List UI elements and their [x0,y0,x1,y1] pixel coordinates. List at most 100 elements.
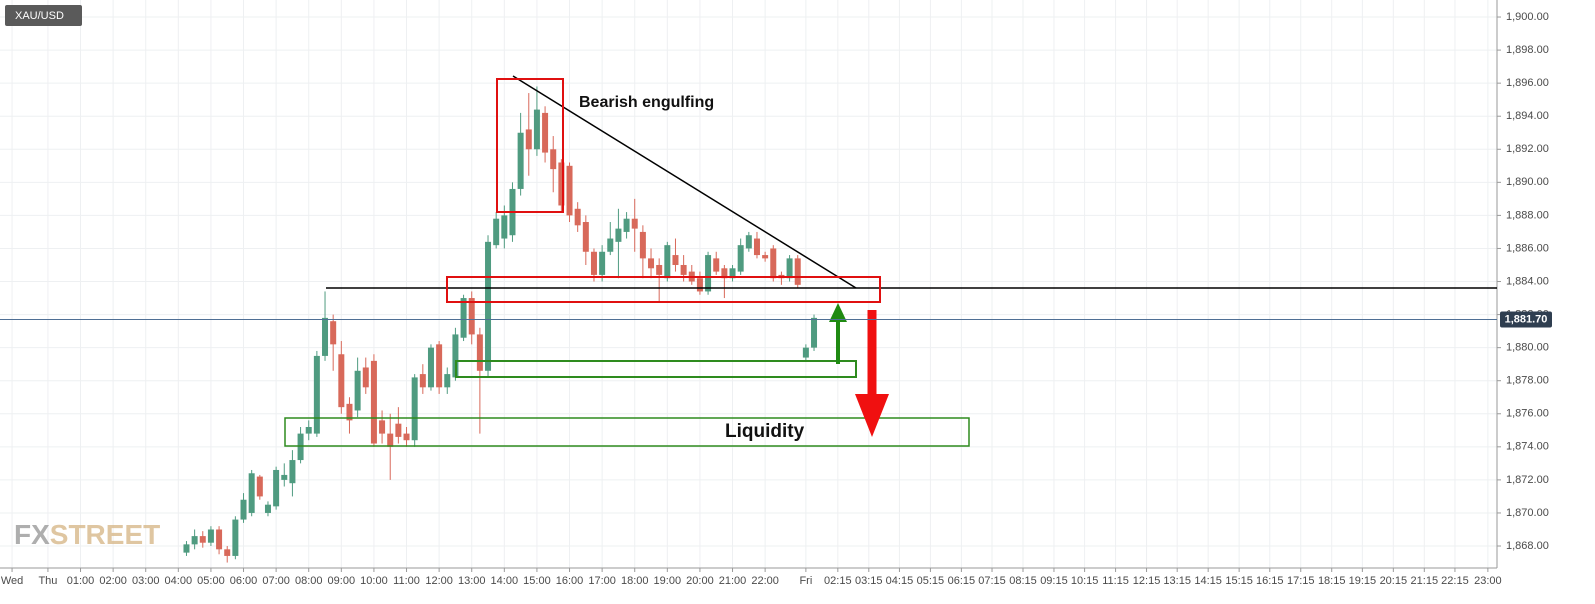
candle-body [753,238,760,256]
candle-body [330,321,337,345]
engulfing-box [496,78,564,213]
candle-body [346,403,353,421]
candle-body [599,251,606,275]
candle-body [370,360,377,444]
candle-body [248,473,255,513]
annotation: Bearish engulfing [579,94,714,111]
candle-body [379,420,386,434]
x-tick-label: 10:15 [1071,575,1099,587]
x-tick-label: 11:15 [1102,575,1129,587]
x-tick-label: 19:15 [1349,575,1377,587]
price-marker: 1,881.70 [0,311,1552,328]
symbol-badge [5,5,82,26]
candle-body [468,298,475,335]
candle-body [240,499,247,520]
candle-body [452,334,459,378]
x-tick-label: 18:15 [1318,575,1346,587]
candle-body [550,149,557,170]
candle-body [501,215,508,239]
candle-body [770,248,777,279]
liquidity-box [284,417,970,447]
candle-body [705,255,712,292]
x-tick-label: 17:00 [588,575,616,587]
candle-body [419,374,426,388]
x-tick-label: 18:00 [621,575,649,587]
y-tick-label: 1,884.00 [1506,275,1549,287]
x-tick-label: 21:15 [1411,575,1439,587]
candle-body [729,268,736,279]
y-tick-label: 1,894.00 [1506,110,1549,122]
x-tick-label: 16:00 [556,575,584,587]
x-tick-label: 22:00 [751,575,779,587]
x-tick-label: 14:15 [1194,575,1222,587]
candle-body [533,109,540,150]
x-tick-label: 04:15 [886,575,914,587]
candle-body [525,129,532,150]
candle-body [436,344,443,388]
candle-body [191,536,198,545]
x-tick-label: 07:15 [978,575,1006,587]
candle-body [762,255,769,259]
candle-body [615,228,622,242]
y-tick-label: 1,900.00 [1506,11,1549,23]
x-tick-label: 04:00 [165,575,193,587]
candle-body [493,218,500,246]
x-tick-label: 21:00 [719,575,747,587]
candle-body [639,231,646,259]
candle-body [232,519,239,556]
y-tick-label: 1,880.00 [1506,342,1549,354]
last-price-label: 1,881.70 [1505,313,1548,325]
x-tick-label: 02:15 [824,575,852,587]
x-tick-label: 15:15 [1225,575,1253,587]
y-tick-label: 1,896.00 [1506,77,1549,89]
candle-body [802,347,809,358]
x-tick-label: 12:15 [1133,575,1161,587]
candle-body [713,258,720,272]
candle-body [648,258,655,269]
candle-body [721,268,728,279]
candle-body [631,218,638,229]
y-tick-label: 1,892.00 [1506,143,1549,155]
candle-body [207,529,214,543]
x-tick-label: 11:00 [393,575,420,587]
y-tick-label: 1,868.00 [1506,540,1549,552]
candle-body [297,433,304,461]
candle-body [224,549,231,556]
x-tick-label: 05:00 [197,575,225,587]
y-tick-label: 1,878.00 [1506,375,1549,387]
candle-body [444,374,451,388]
x-tick-label: 08:00 [295,575,323,587]
candle-body [199,536,206,543]
candle-body [607,238,614,252]
watermark-part: STREET [50,519,160,550]
candle-body [216,529,223,550]
x-tick-label: 23:00 [1474,575,1502,587]
x-tick-label: Thu [38,575,57,587]
candle-body [737,245,744,272]
y-tick-label: 1,874.00 [1506,441,1549,453]
support-box [455,360,857,378]
y-tick-label: 1,870.00 [1506,507,1549,519]
x-tick-label: 03:15 [855,575,883,587]
candle-body [387,433,394,447]
candle-body [256,476,263,497]
candle-body [680,264,687,275]
candle-body [289,460,296,484]
candle-body [745,235,752,249]
candle-body [696,278,703,292]
candle-body [786,258,793,279]
trend-line [512,75,857,289]
x-tick-label: 12:00 [425,575,453,587]
candle-body [281,474,288,480]
candle-body [794,258,801,285]
watermark: FXSTREET [14,519,160,550]
down-arrow-head [855,394,889,437]
x-tick-label: 05:15 [917,575,945,587]
candle-body [476,334,483,371]
axes: 1,868.00 1,870.00 1,872.00 1,874.00 1,876.00… [1,11,1549,587]
x-tick-label: 15:00 [523,575,551,587]
x-tick-label: Fri [799,575,812,587]
candle-body [811,317,818,348]
candle-body [322,317,329,356]
